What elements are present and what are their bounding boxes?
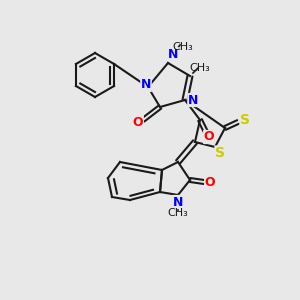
- Text: CH₃: CH₃: [172, 42, 194, 52]
- Text: N: N: [173, 196, 183, 208]
- Text: CH₃: CH₃: [190, 63, 210, 73]
- Text: S: S: [240, 113, 250, 127]
- Text: O: O: [133, 116, 143, 128]
- Text: N: N: [188, 94, 198, 106]
- Text: O: O: [204, 130, 214, 143]
- Text: CH₃: CH₃: [168, 208, 188, 218]
- Text: S: S: [215, 146, 225, 160]
- Text: N: N: [141, 79, 151, 92]
- Text: O: O: [205, 176, 215, 188]
- Text: N: N: [168, 47, 178, 61]
